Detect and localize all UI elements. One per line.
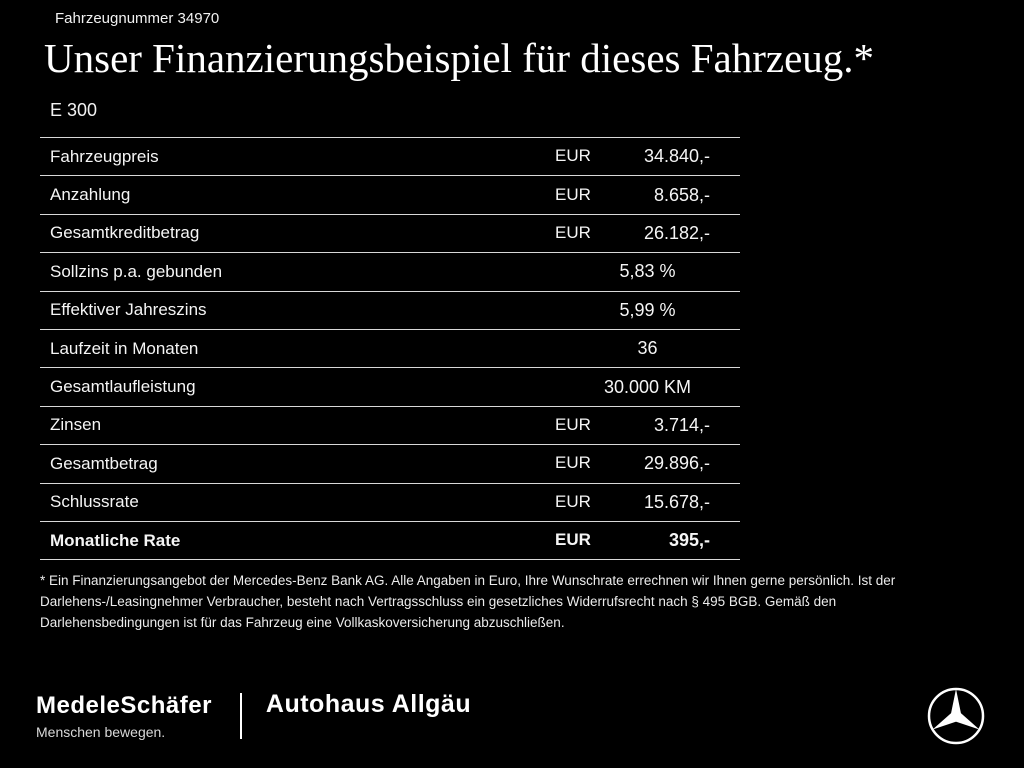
row-currency: EUR [555, 146, 591, 166]
row-value-area: EUR 3.714,- [555, 415, 740, 436]
row-value: 30.000 KM [603, 376, 692, 397]
row-label: Gesamtlaufleistung [50, 377, 196, 397]
row-label: Effektiver Jahreszins [50, 300, 207, 320]
row-label: Zinsen [50, 415, 102, 435]
row-label: Sollzins p.a. gebunden [50, 261, 223, 281]
row-value-area: 30.000 KM [555, 377, 740, 398]
table-row: Effektiver Jahreszins 5,99 % [40, 292, 740, 330]
row-currency: EUR [555, 414, 591, 434]
row-value: 36 [637, 338, 658, 359]
table-row: Gesamtkreditbetrag EUR 26.182,- [40, 215, 740, 254]
row-currency: EUR [555, 530, 591, 550]
row-value-area: 5,99 % [555, 300, 740, 321]
row-label: Gesamtkreditbetrag [50, 223, 200, 243]
dealer-logo-autohaus-allgaeu: Autohaus Allgäu [265, 690, 472, 718]
row-value-area: 36 [555, 338, 740, 359]
row-value-area: EUR 395,- [555, 530, 740, 551]
row-value-area: EUR 26.182,- [555, 223, 740, 244]
row-value: 5,83 % [619, 261, 676, 282]
row-label: Schlussrate [50, 492, 139, 512]
row-value-area: 5,83 % [555, 261, 740, 282]
footer: MedeleSchäfer Menschen bewegen. Autohaus… [36, 684, 994, 748]
dealer-logo-medele-schaefer: MedeleSchäfer Menschen bewegen. [36, 692, 212, 740]
table-row: Gesamtlaufleistung 30.000 KM [40, 368, 740, 407]
row-currency: EUR [555, 184, 591, 204]
table-row: Fahrzeugpreis EUR 34.840,- [40, 138, 740, 177]
vehicle-model: E 300 [50, 100, 98, 120]
row-label: Anzahlung [50, 185, 131, 205]
row-value-area: EUR 34.840,- [555, 146, 740, 167]
row-value-area: EUR 15.678,- [555, 492, 740, 513]
row-label: Laufzeit in Monaten [50, 338, 199, 358]
row-value: 8.658,- [653, 184, 710, 205]
row-value: 26.182,- [643, 222, 710, 243]
table-row: Anzahlung EUR 8.658,- [40, 176, 740, 215]
row-currency: EUR [555, 453, 591, 473]
vehicle-number: Fahrzeugnummer 34970 [55, 10, 220, 27]
row-value: 3.714,- [653, 414, 710, 435]
table-row: Zinsen EUR 3.714,- [40, 407, 740, 446]
mercedes-star-icon [927, 687, 985, 745]
table-row: Laufzeit in Monaten 36 [40, 330, 740, 369]
row-value: 34.840,- [643, 146, 710, 167]
row-value: 29.896,- [643, 453, 710, 474]
table-row: Gesamtbetrag EUR 29.896,- [40, 445, 740, 484]
row-value: 5,99 % [619, 299, 676, 320]
dealer-tagline: Menschen bewegen. [36, 724, 166, 740]
dealer-name: MedeleSchäfer [36, 692, 212, 719]
row-value-area: EUR 8.658,- [555, 185, 740, 206]
footer-divider [239, 693, 242, 739]
finance-table: Fahrzeugpreis EUR 34.840,- Anzahlung EUR 8.65… [40, 137, 740, 561]
table-row: Sollzins p.a. gebunden 5,83 % [40, 253, 740, 292]
row-label: Gesamtbetrag [50, 453, 158, 473]
page-title: Unser Finanzierungsbeispiel für dieses F… [44, 35, 875, 81]
row-currency: EUR [555, 222, 591, 242]
row-value: 395,- [668, 530, 710, 551]
table-row: Schlussrate EUR 15.678,- [40, 484, 740, 522]
row-label: Fahrzeugpreis [50, 146, 159, 166]
row-label: Monatliche Rate [50, 530, 181, 550]
table-row: Monatliche Rate EUR 395,- [40, 522, 740, 561]
row-value-area: EUR 29.896,- [555, 453, 740, 474]
footnote-text: * Ein Finanzierungsangebot der Mercedes-… [40, 573, 896, 630]
row-value: 15.678,- [643, 491, 710, 512]
row-currency: EUR [555, 491, 591, 511]
